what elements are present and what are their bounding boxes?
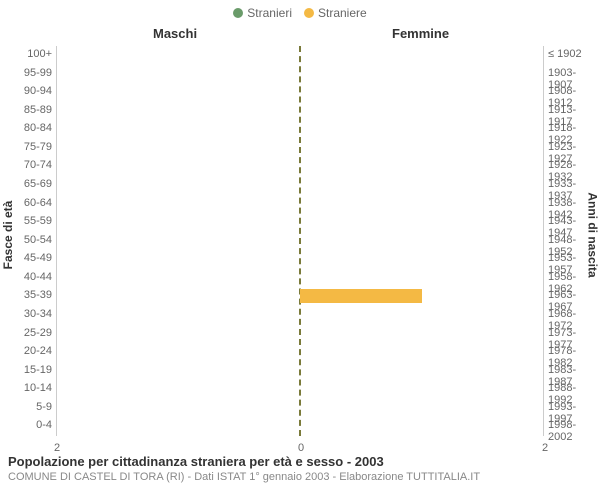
table-row <box>57 232 543 251</box>
y-tick-age: 40-44 <box>0 271 52 283</box>
table-row <box>57 176 543 195</box>
plot-area: 202 <box>56 46 544 436</box>
column-header-male: Maschi <box>153 26 197 41</box>
legend-label-female: Straniere <box>318 6 367 20</box>
chart-footer: Popolazione per cittadinanza straniera p… <box>0 450 600 483</box>
circle-icon <box>233 8 243 18</box>
y-tick-age: 100+ <box>0 48 52 60</box>
table-row <box>57 139 543 158</box>
table-row <box>57 325 543 344</box>
legend-item-female: Straniere <box>304 6 367 20</box>
y-tick-age: 30-34 <box>0 308 52 320</box>
y-tick-birth: 1998-2002 <box>548 419 600 443</box>
x-tick: 0 <box>298 442 304 454</box>
table-row <box>57 362 543 381</box>
y-tick-age: 35-39 <box>0 289 52 301</box>
table-row <box>57 195 543 214</box>
table-row <box>57 287 543 306</box>
population-pyramid-chart: Fasce di età Anni di nascita Maschi Femm… <box>0 20 600 450</box>
table-row <box>57 343 543 362</box>
table-row <box>57 120 543 139</box>
y-tick-age: 5-9 <box>0 401 52 413</box>
table-row <box>57 157 543 176</box>
y-tick-age: 55-59 <box>0 215 52 227</box>
y-tick-age: 75-79 <box>0 141 52 153</box>
table-row <box>57 83 543 102</box>
y-tick-age: 95-99 <box>0 67 52 79</box>
y-tick-age: 80-84 <box>0 122 52 134</box>
table-row <box>57 269 543 288</box>
table-row <box>57 399 543 418</box>
y-tick-age: 25-29 <box>0 327 52 339</box>
y-tick-age: 60-64 <box>0 197 52 209</box>
y-tick-age: 20-24 <box>0 345 52 357</box>
y-tick-age: 15-19 <box>0 364 52 376</box>
legend-label-male: Stranieri <box>247 6 292 20</box>
bar-female <box>300 289 422 303</box>
y-tick-age: 85-89 <box>0 104 52 116</box>
table-row <box>57 417 543 436</box>
y-tick-age: 65-69 <box>0 178 52 190</box>
y-tick-birth: ≤ 1902 <box>548 48 600 60</box>
y-tick-age: 70-74 <box>0 159 52 171</box>
x-tick: 2 <box>54 442 60 454</box>
table-row <box>57 65 543 84</box>
table-row <box>57 250 543 269</box>
y-tick-age: 50-54 <box>0 234 52 246</box>
circle-icon <box>304 8 314 18</box>
y-tick-age: 10-14 <box>0 382 52 394</box>
chart-title: Popolazione per cittadinanza straniera p… <box>8 454 592 469</box>
legend: Stranieri Straniere <box>0 0 600 20</box>
y-tick-age: 0-4 <box>0 419 52 431</box>
y-tick-age: 45-49 <box>0 252 52 264</box>
table-row <box>57 306 543 325</box>
x-tick: 2 <box>542 442 548 454</box>
chart-subtitle: COMUNE DI CASTEL DI TORA (RI) - Dati IST… <box>8 471 592 483</box>
column-header-female: Femmine <box>392 26 449 41</box>
table-row <box>57 380 543 399</box>
legend-item-male: Stranieri <box>233 6 292 20</box>
table-row <box>57 46 543 65</box>
table-row <box>57 213 543 232</box>
table-row <box>57 102 543 121</box>
y-tick-age: 90-94 <box>0 85 52 97</box>
